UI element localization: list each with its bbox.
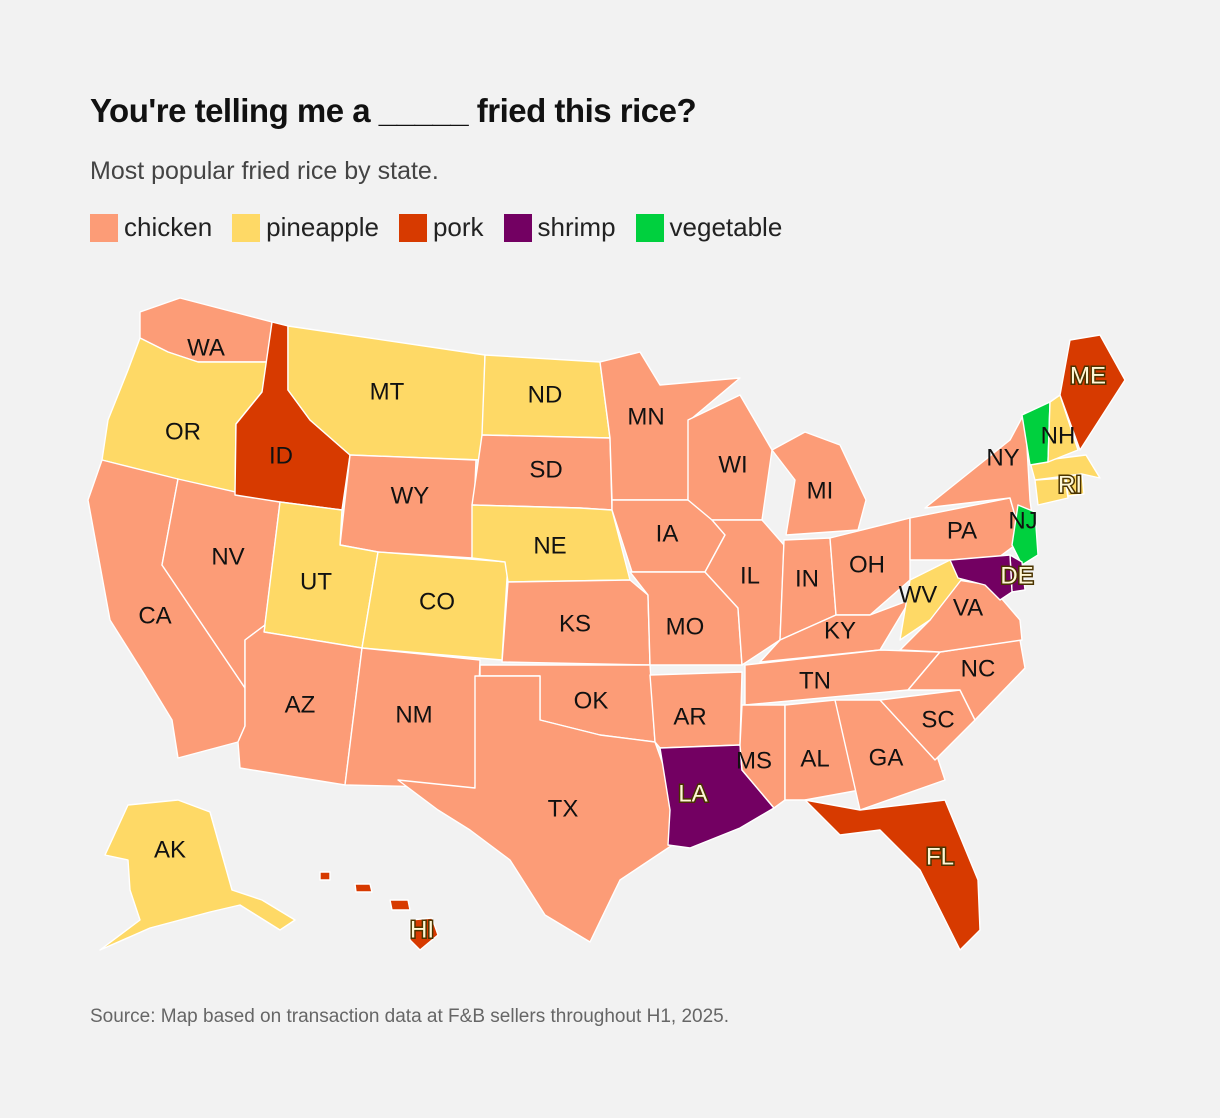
state-label-tn: TN [799, 667, 831, 694]
legend-label-pineapple: pineapple [266, 212, 379, 242]
state-label-ri: RI [1058, 471, 1082, 498]
state-label-nd: ND [528, 381, 563, 408]
state-label-wa: WA [187, 334, 225, 361]
legend-swatch-pineapple [232, 213, 261, 242]
state-label-la: LA [678, 780, 707, 807]
state-label-ne: NE [533, 532, 566, 559]
state-tx [397, 675, 681, 943]
state-il [704, 519, 785, 666]
state-label-sc: SC [921, 706, 954, 733]
state-md [949, 554, 1013, 601]
state-label-tx: TX [548, 795, 579, 822]
state-label-ok: OK [574, 687, 609, 714]
state-label-wi: WI [718, 451, 747, 478]
legend-item-vegetable: vegetable [635, 212, 783, 243]
state-label-mo: MO [666, 613, 705, 640]
state-oh [829, 517, 911, 616]
state-ct [1034, 477, 1069, 506]
state-label-ks: KS [559, 610, 591, 637]
state-label-nc: NC [961, 655, 996, 682]
state-label-mi: MI [807, 477, 834, 504]
legend-label-chicken: chicken [124, 212, 213, 242]
state-label-wv: WV [899, 581, 938, 608]
state-label-nv: NV [211, 543, 244, 570]
state-me [1059, 334, 1126, 451]
state-label-ut: UT [300, 568, 332, 595]
legend-label-pork: pork [432, 212, 484, 242]
state-label-ar: AR [673, 703, 706, 730]
source-note: Source: Map based on transaction data at… [90, 1006, 729, 1027]
state-label-wy: WY [391, 482, 430, 509]
state-label-nm: NM [395, 701, 432, 728]
legend-item-pineapple: pineapple [232, 212, 379, 243]
state-label-ca: CA [138, 602, 171, 629]
state-label-me: ME [1070, 362, 1106, 389]
state-label-nh: NH [1041, 422, 1076, 449]
state-label-ak: AK [154, 836, 186, 863]
state-label-ny: NY [986, 444, 1019, 471]
legend-swatch-shrimp [503, 213, 532, 242]
legend-item-chicken: chicken [90, 212, 212, 243]
state-label-oh: OH [849, 551, 885, 578]
state-wv [899, 559, 966, 641]
legend-swatch-vegetable [635, 213, 664, 242]
state-label-id: ID [269, 442, 293, 469]
state-label-in: IN [795, 565, 819, 592]
map-title: You're telling me a _____ fried this ric… [90, 92, 697, 129]
state-label-hi: HI [410, 916, 434, 943]
legend-label-shrimp: shrimp [537, 212, 616, 242]
state-label-va: VA [953, 594, 983, 621]
state-nj [1011, 504, 1039, 566]
state-label-mt: MT [370, 378, 405, 405]
state-label-co: CO [419, 588, 455, 615]
map-subtitle: Most popular fried rice by state. [90, 157, 439, 185]
legend-swatch-pork [398, 213, 427, 242]
state-mi [771, 431, 867, 536]
state-hi [319, 871, 439, 951]
state-label-il: IL [740, 562, 760, 589]
state-label-mn: MN [627, 403, 664, 430]
legend-item-shrimp: shrimp [503, 212, 616, 243]
state-label-de: DE [1000, 562, 1033, 589]
legend-swatch-chicken [90, 213, 118, 242]
state-ny [924, 411, 1036, 541]
state-label-ky: KY [824, 617, 856, 644]
state-label-pa: PA [947, 517, 977, 544]
state-pa [909, 497, 1023, 561]
state-label-nj: NJ [1008, 507, 1037, 534]
state-label-ms: MS [736, 747, 772, 774]
state-label-al: AL [800, 745, 829, 772]
legend: chicken pineapple pork shrimp vegetable [90, 212, 782, 243]
state-label-or: OR [165, 418, 201, 445]
state-nh [1047, 394, 1079, 463]
state-label-az: AZ [285, 691, 316, 718]
state-label-ia: IA [656, 520, 679, 547]
legend-label-vegetable: vegetable [669, 212, 783, 242]
state-fl [804, 799, 981, 951]
state-label-sd: SD [529, 456, 562, 483]
state-label-fl: FL [926, 843, 954, 870]
state-ak [99, 799, 296, 951]
legend-item-pork: pork [398, 212, 484, 243]
state-label-ga: GA [869, 744, 904, 771]
